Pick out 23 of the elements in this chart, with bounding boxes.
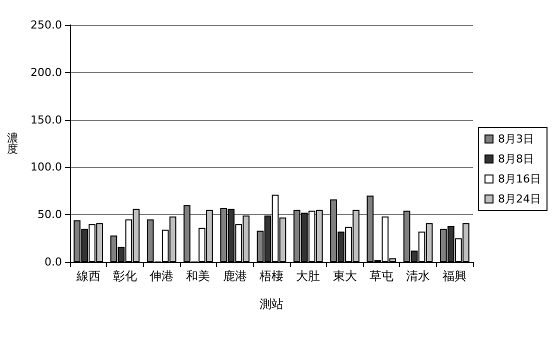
- x-tick-label: 梧棲: [258, 269, 284, 283]
- x-tick-label: 彰化: [112, 269, 137, 283]
- y-tick-label: 50.0: [38, 208, 62, 222]
- x-axis-title: 測站: [260, 297, 284, 311]
- y-tick-label: 250.0: [30, 18, 62, 32]
- y-axis-title: 濃度: [7, 132, 18, 156]
- y-tick-label: 200.0: [30, 66, 62, 79]
- y-tick-label: 0.0: [44, 256, 62, 268]
- x-tick-label: 伸港: [148, 269, 174, 283]
- x-tick-label: 和美: [186, 269, 210, 283]
- x-tick-label: 清水: [406, 269, 430, 283]
- x-tick-label: 鹿港: [222, 269, 247, 283]
- x-tick-label: 福興: [442, 269, 467, 283]
- x-tick-label: 線西: [75, 269, 100, 283]
- legend-label: 8月8日: [498, 152, 534, 166]
- legend-label: 8月3日: [498, 132, 534, 146]
- x-tick-label: 大肚: [296, 269, 320, 283]
- x-tick-label: 東大: [332, 269, 357, 283]
- y-tick-label: 150.0: [30, 113, 62, 126]
- legend-label: 8月16日: [498, 172, 542, 186]
- y-tick-label: 100.0: [30, 160, 62, 174]
- legend-label: 8月24日: [498, 192, 542, 206]
- x-tick-label: 草屯: [369, 269, 394, 283]
